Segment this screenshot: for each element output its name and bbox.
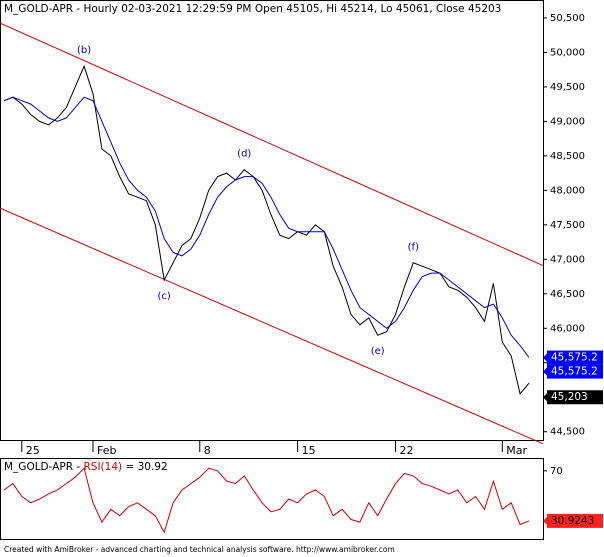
y-tick-label: 50,500	[550, 13, 585, 24]
x-tick-label: Feb	[97, 444, 116, 457]
last-value-label: 45,575.2	[551, 352, 598, 364]
y-tick-label: 48,000	[550, 185, 585, 196]
last-value-box	[547, 390, 603, 405]
channel-line	[0, 22, 544, 267]
y-tick-label: 49,000	[550, 116, 585, 127]
moving-average	[3, 96, 530, 358]
last-value-pointer	[543, 366, 548, 377]
last-value-box	[547, 513, 603, 528]
x-tick-label: 22	[400, 444, 414, 457]
y-tick-label: 46,000	[550, 323, 585, 334]
y-tick-label: 44,500	[550, 427, 585, 438]
y-tick-label: 48,500	[550, 151, 585, 162]
x-tick-label: 8	[204, 444, 211, 457]
last-value-pointer	[543, 392, 548, 403]
x-tick-label: 25	[26, 444, 40, 457]
wave-label: (c)	[158, 291, 171, 302]
y-tick-label: 50,000	[550, 47, 585, 58]
last-value-label: 45,575.2	[551, 366, 598, 378]
wave-label: (b)	[77, 45, 91, 56]
rsi-title-part: = 30.92	[122, 461, 168, 473]
y-tick-label: 47,500	[550, 220, 585, 231]
price-panel	[0, 0, 544, 441]
rsi-title: M_GOLD-APR - RSI(14) = 30.92	[4, 461, 168, 473]
last-value-box	[547, 350, 603, 365]
last-value-pointer	[543, 352, 548, 363]
chart-title: M_GOLD-APR - Hourly 02-03-2021 12:29:59 …	[4, 3, 501, 15]
footer: Created with AmiBroker - advanced charti…	[4, 545, 395, 554]
last-value-pointer	[543, 515, 548, 526]
last-value-label: 45,203	[551, 391, 588, 403]
wave-label: (f)	[408, 242, 419, 253]
last-value-label: 30.9243	[551, 515, 594, 527]
rsi-panel	[0, 458, 544, 540]
y-tick-label: 70	[550, 466, 563, 477]
y-tick-label: 46,500	[550, 289, 585, 300]
channel-line	[0, 207, 544, 445]
x-tick-label: Mar	[506, 444, 527, 457]
wave-label: (e)	[371, 346, 385, 357]
rsi-title-part: M_GOLD-APR -	[4, 461, 83, 473]
last-value-box	[547, 364, 603, 379]
y-tick-label: 49,500	[550, 82, 585, 93]
y-tick-label: 47,000	[550, 254, 585, 265]
x-tick-label: 15	[302, 444, 316, 457]
rsi-title-part: RSI(14)	[83, 461, 122, 473]
price-line	[3, 64, 530, 395]
wave-label: (d)	[237, 149, 251, 160]
rsi-line	[3, 467, 530, 534]
